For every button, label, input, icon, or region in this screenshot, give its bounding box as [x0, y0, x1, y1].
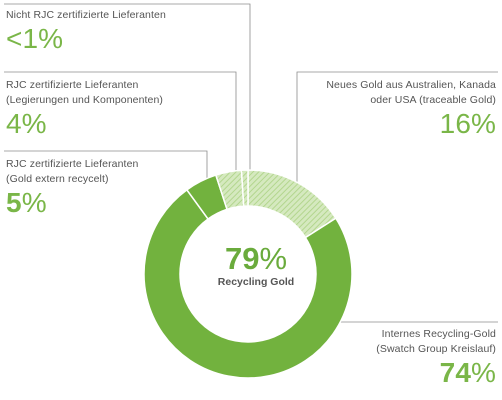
- label-neues-gold-title-1: Neues Gold aus Australien, Kanada: [326, 79, 496, 91]
- leader-rjc-gold-extern: [4, 150, 208, 188]
- label-neues-gold: Neues Gold aus Australien, Kanada oder U…: [326, 78, 496, 140]
- label-nicht-rjc-title: Nicht RJC zertifizierte Lieferanten: [6, 9, 166, 21]
- label-internes-recycling-title-2: (Swatch Group Kreislauf): [376, 343, 496, 355]
- label-neues-gold-title-2: oder USA (traceable Gold): [370, 94, 496, 106]
- donut-slices: [143, 169, 353, 379]
- center-caption: Recycling Gold: [217, 276, 295, 288]
- leader-neues-gold: [296, 71, 498, 189]
- slice-nicht-rjc: [240, 169, 249, 207]
- label-rjc-gold-extern: RJC zertifizierte Lieferanten (Gold exte…: [6, 157, 138, 219]
- leader-rjc-legierungen: [4, 71, 237, 178]
- label-rjc-legierungen-title-2: (Legierungen und Komponenten): [6, 94, 164, 106]
- label-rjc-gold-extern-value: 5: [6, 187, 22, 218]
- label-nicht-rjc: Nicht RJC zertifizierte Lieferanten <1%: [6, 8, 166, 55]
- label-nicht-rjc-value: <1%: [6, 23, 64, 54]
- label-internes-recycling-unit: %: [471, 357, 496, 388]
- label-rjc-legierungen: RJC zertifizierte Lieferanten (Legierung…: [6, 78, 163, 140]
- label-rjc-legierungen-value: 4%: [6, 108, 47, 139]
- leader-lines: [4, 3, 498, 323]
- center-value: 79: [224, 241, 260, 276]
- label-rjc-gold-extern-title-1: RJC zertifizierte Lieferanten: [6, 158, 139, 170]
- label-rjc-gold-extern-unit: %: [21, 187, 47, 218]
- label-internes-recycling: Internes Recycling-Gold (Swatch Group Kr…: [376, 327, 496, 389]
- center-unit: %: [259, 241, 288, 276]
- label-rjc-gold-extern-title-2: (Gold extern recycelt): [6, 173, 109, 185]
- label-internes-recycling-value: 74: [439, 357, 471, 388]
- label-rjc-legierungen-title-1: RJC zertifizierte Lieferanten: [6, 79, 139, 91]
- label-internes-recycling-title-1: Internes Recycling-Gold: [381, 328, 496, 340]
- slice-internes-recycling: [143, 188, 353, 379]
- donut-center-label: 79% Recycling Gold: [196, 243, 316, 289]
- label-neues-gold-value: 16%: [439, 108, 496, 139]
- leader-nicht-rjc: [4, 3, 251, 177]
